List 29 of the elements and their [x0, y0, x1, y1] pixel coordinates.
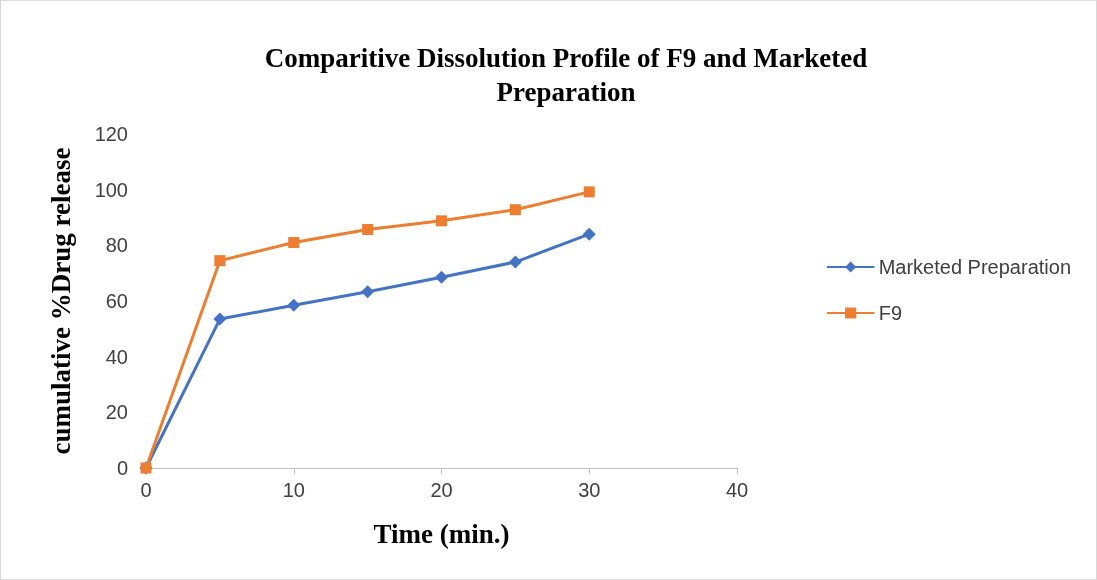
point: [436, 215, 447, 227]
point: [214, 255, 226, 267]
y-axis-title: cumulative %Drug release: [45, 147, 76, 455]
x-axis-title: Time (min.): [373, 518, 510, 549]
legend-label: F9: [878, 302, 903, 324]
y-tick-label: 60: [105, 290, 128, 312]
point: [287, 298, 301, 312]
point: [361, 285, 375, 299]
x-tick-label: 20: [430, 479, 453, 501]
y-tick-label: 20: [105, 401, 128, 424]
point: [508, 255, 522, 269]
y-tick-label: 0: [116, 457, 128, 479]
legend-label: Marketed Preparation: [878, 256, 1071, 278]
x-tick-label: 10: [282, 479, 305, 501]
y-tick-label: 120: [94, 123, 128, 145]
y-tick-label: 40: [105, 345, 128, 368]
y-tick-label: 80: [105, 234, 128, 257]
x-tick-label: 30: [578, 479, 601, 501]
point: [582, 227, 596, 241]
point: [435, 270, 448, 284]
point: [362, 223, 374, 235]
chart-title: Comparitive Dissolution Profile of F9 and Marketed Preparation: [264, 43, 868, 107]
y-tick-label: 100: [94, 178, 128, 201]
point: [288, 237, 300, 249]
x-tick-label: 40: [725, 479, 749, 501]
point: [583, 186, 595, 198]
x-tick-label: 0: [140, 479, 152, 501]
point: [509, 204, 521, 216]
point: [213, 312, 227, 326]
